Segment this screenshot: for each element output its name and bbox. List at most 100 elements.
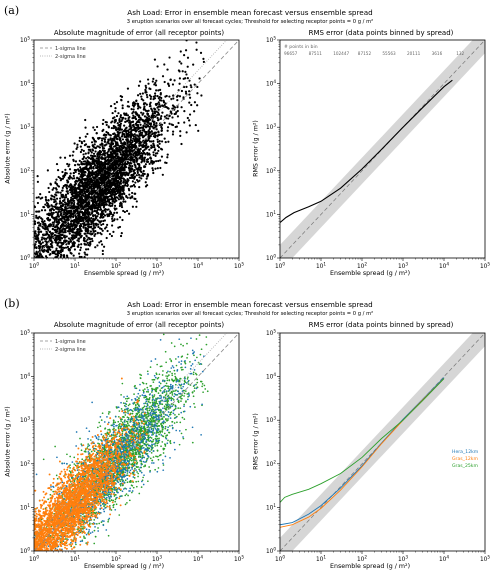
data-point — [104, 170, 107, 173]
data-point — [79, 166, 82, 169]
data-point — [145, 142, 148, 145]
data-point — [97, 137, 100, 140]
data-point — [44, 240, 47, 243]
bin-count: 3616 — [432, 51, 443, 56]
data-point — [160, 140, 164, 143]
data-point — [122, 180, 125, 183]
data-point — [38, 224, 41, 227]
y-tick-label: 102 — [20, 166, 30, 175]
data-point — [35, 246, 38, 250]
data-point — [78, 252, 81, 255]
data-point — [123, 165, 127, 168]
data-point — [56, 255, 59, 258]
data-point — [95, 157, 98, 160]
data-point — [120, 149, 124, 152]
data-point — [73, 190, 76, 193]
data-point — [141, 113, 144, 116]
data-point — [116, 218, 119, 221]
data-point — [72, 215, 75, 218]
data-point — [55, 474, 58, 477]
data-point — [119, 177, 122, 181]
data-point — [63, 156, 67, 159]
data-point — [184, 381, 187, 384]
data-point — [118, 204, 121, 208]
data-point — [193, 110, 196, 113]
data-point — [146, 173, 149, 176]
data-point — [162, 452, 165, 454]
data-point — [75, 220, 78, 223]
data-point — [62, 220, 65, 223]
data-point — [93, 163, 96, 166]
data-point — [132, 128, 135, 132]
data-point — [163, 63, 166, 66]
data-point — [164, 384, 167, 387]
x-tick-label: 105 — [480, 262, 490, 271]
data-point — [145, 103, 148, 106]
data-point — [173, 79, 176, 82]
data-point — [73, 219, 76, 222]
data-point — [111, 192, 114, 195]
data-point — [45, 232, 49, 236]
data-point — [67, 237, 71, 240]
data-point — [86, 238, 89, 241]
data-point — [105, 159, 108, 163]
data-point — [110, 185, 113, 189]
data-point — [158, 433, 160, 436]
data-point — [87, 248, 90, 251]
data-point — [151, 80, 154, 83]
data-point — [53, 200, 56, 203]
data-point — [118, 162, 122, 165]
data-point — [90, 141, 94, 144]
data-point — [147, 443, 149, 446]
data-point — [130, 134, 134, 137]
data-point — [77, 183, 80, 186]
data-point — [180, 89, 184, 93]
data-point — [83, 200, 86, 203]
data-point — [71, 236, 74, 240]
data-point — [74, 208, 77, 211]
data-point — [116, 134, 119, 137]
data-point — [60, 193, 63, 197]
data-point — [176, 109, 179, 113]
data-point — [51, 195, 54, 198]
data-point — [160, 125, 163, 129]
data-point — [98, 177, 101, 180]
data-point — [129, 140, 132, 143]
data-point — [182, 96, 185, 99]
figure-title-a: Ash Load: Error in ensemble mean forecas… — [127, 8, 373, 17]
data-point — [106, 229, 109, 233]
data-point — [152, 140, 155, 143]
data-point — [101, 122, 104, 126]
bin-count: 96657 — [284, 51, 298, 56]
data-point — [84, 177, 88, 180]
data-point — [98, 136, 101, 140]
data-point — [89, 149, 92, 153]
data-point — [135, 174, 138, 177]
data-point — [57, 226, 60, 230]
data-point — [92, 137, 95, 140]
data-point — [184, 90, 188, 93]
data-point — [98, 155, 101, 158]
data-point — [152, 97, 155, 101]
data-point — [69, 191, 72, 194]
data-point — [157, 458, 160, 461]
data-point — [56, 249, 60, 253]
data-point — [122, 178, 126, 181]
data-point — [66, 162, 69, 166]
data-point — [100, 193, 103, 196]
data-point — [128, 193, 131, 196]
data-point — [95, 211, 99, 215]
data-point — [69, 246, 73, 249]
data-point — [100, 419, 103, 421]
data-point — [160, 365, 163, 368]
data-point — [66, 192, 70, 195]
data-point — [72, 223, 75, 226]
data-point — [148, 148, 151, 151]
data-point — [145, 177, 148, 180]
data-point — [71, 154, 74, 157]
data-point — [66, 197, 70, 201]
data-point — [82, 149, 85, 153]
data-point — [167, 83, 170, 86]
data-point — [88, 219, 91, 222]
